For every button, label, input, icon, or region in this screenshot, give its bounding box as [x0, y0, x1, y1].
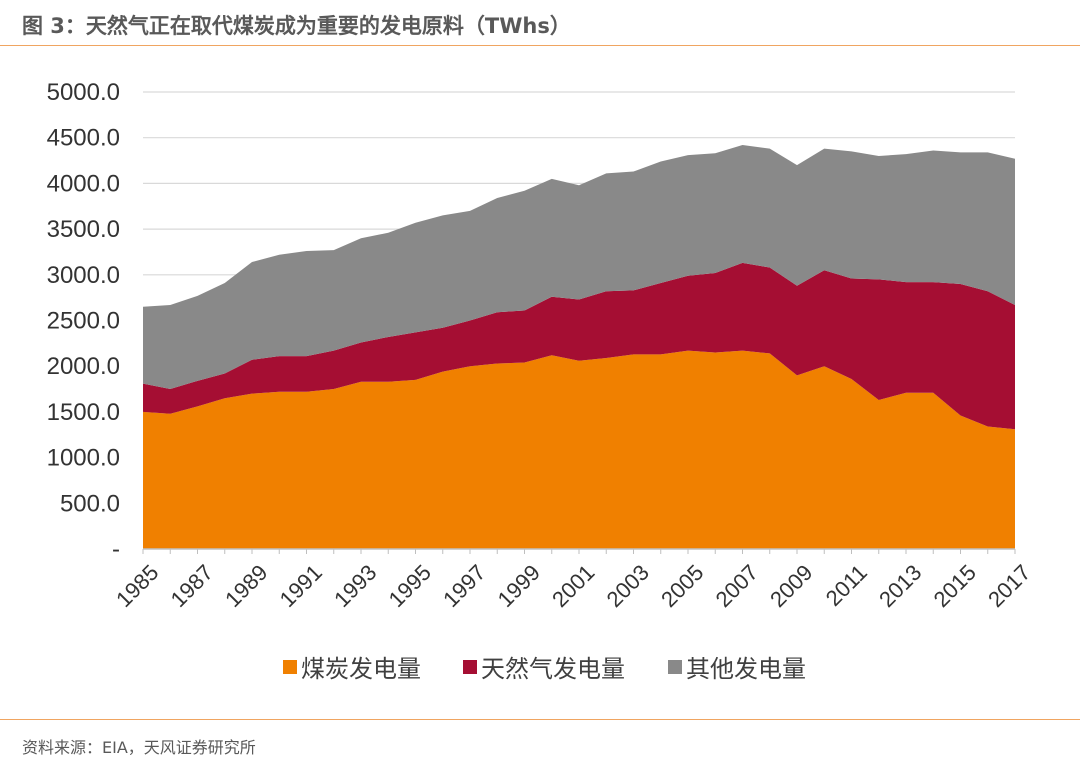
legend-swatch-3 [668, 660, 682, 674]
x-tick-label: 1999 [493, 560, 545, 612]
x-tick-label: 1989 [220, 560, 272, 612]
y-tick-label: 4000.0 [47, 170, 120, 197]
y-tick-label: 1000.0 [47, 445, 120, 472]
y-tick-label: 500.0 [60, 490, 120, 517]
area-series-1 [143, 350, 1015, 549]
x-tick-label: 1993 [329, 560, 381, 612]
legend-label-2: 天然气发电量 [481, 655, 625, 683]
y-tick-label: 1500.0 [47, 399, 120, 426]
legend: 煤炭发电量 天然气发电量 其他发电量 [283, 655, 806, 683]
x-tick-label: 2017 [983, 560, 1035, 612]
legend-swatch-1 [283, 660, 297, 674]
y-tick-label: 4500.0 [47, 125, 120, 152]
x-tick-label: 1995 [384, 560, 436, 612]
x-tick-label: 2009 [765, 560, 817, 612]
chart-title: 图 3：天然气正在取代煤炭成为重要的发电原料（TWhs） [22, 14, 571, 38]
x-tick-label: 2011 [821, 560, 872, 611]
legend-label-3: 其他发电量 [686, 655, 806, 683]
legend-label-1: 煤炭发电量 [301, 655, 421, 683]
area-series-2 [143, 262, 1015, 430]
source-note: 资料来源：EIA，天风证券研究所 [22, 738, 256, 757]
y-axis-tick-labels: - 500.0 1000.0 1500.0 2000.0 2500.0 3000.0 3500… [47, 79, 120, 563]
x-tick-label: 1985 [111, 560, 163, 612]
y-tick-label: 5000.0 [47, 79, 120, 106]
x-tick-label: 2013 [874, 560, 926, 612]
y-tick-label: 3500.0 [47, 216, 120, 243]
x-tick-label: 2001 [547, 560, 599, 612]
y-tick-label: 2500.0 [47, 308, 120, 335]
x-tick-label: 2003 [602, 560, 654, 612]
y-tick-label: 3000.0 [47, 262, 120, 289]
stacked-areas [143, 145, 1015, 549]
x-tick-label: 2015 [929, 560, 981, 612]
y-tick-label: 2000.0 [47, 353, 120, 380]
x-tick-label: 1997 [438, 560, 490, 612]
legend-swatch-2 [463, 660, 477, 674]
x-axis [142, 548, 1016, 554]
x-tick-label: 1987 [166, 560, 218, 612]
area-series-3 [143, 145, 1015, 390]
x-tick-label: 1991 [275, 560, 327, 612]
x-tick-label: 2005 [656, 560, 708, 612]
x-tick-label: 2007 [711, 560, 763, 612]
y-tick-label: - [112, 536, 120, 563]
footer-rule [0, 719, 1080, 720]
x-axis-tick-labels: 1985 1987 1989 1991 1993 1995 1997 1999 2001 2003… [111, 560, 1035, 612]
header-rule [0, 45, 1080, 46]
